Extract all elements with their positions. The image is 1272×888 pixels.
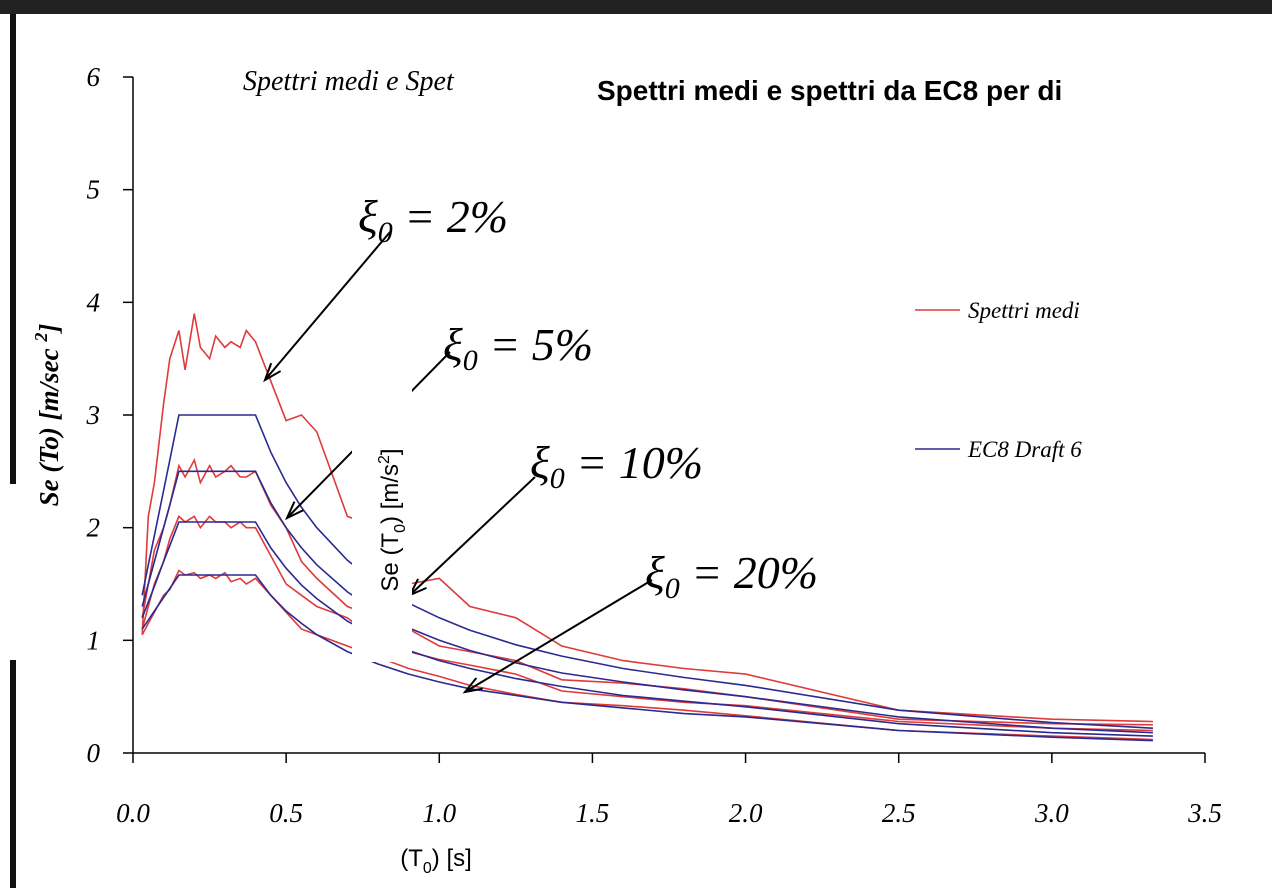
label-part: Se (T: [377, 533, 404, 592]
x-tick-label: 0.5: [269, 798, 303, 828]
legend-label: Spettri medi: [968, 298, 1080, 323]
y-tick-label: 0: [87, 738, 101, 768]
x-tick-label: 1.5: [576, 798, 610, 828]
annotation-arrow: [464, 579, 653, 693]
arrow-head: [263, 362, 282, 383]
series-line: [141, 414, 1153, 729]
annotation-symbol: ξ: [530, 437, 550, 488]
label-part: Se (To) [m/sec: [34, 342, 64, 507]
series-line: [141, 574, 1153, 742]
annotation-text: = 2%: [393, 191, 508, 242]
x-tick-label: 2.0: [729, 798, 763, 828]
label-part: ) [m/s: [377, 464, 404, 524]
y-tick-label: 6: [87, 62, 101, 92]
chart-subtitle: Spettri medi e spettri da EC8 per di: [597, 75, 1062, 106]
label-sup: 2: [31, 333, 51, 343]
y-axis-label-2: Se (T0) [m/s2]: [376, 448, 409, 591]
annotation-sub: 0: [463, 344, 478, 377]
label-part: (T: [400, 845, 423, 872]
annotation-sub: 0: [550, 462, 565, 495]
label-sup: 2: [376, 455, 393, 464]
y-tick-label: 1: [87, 625, 101, 655]
series-line: [141, 457, 1153, 726]
x-tick-label: 0.0: [116, 798, 150, 828]
x-tick-label: 2.5: [882, 798, 916, 828]
annotation-symbol: ξ: [443, 319, 463, 370]
y-tick-label: 4: [87, 287, 101, 317]
annotation: ξ0 = 10%: [530, 437, 703, 495]
left-frame: [10, 660, 16, 888]
x-tick-label: 3.0: [1034, 798, 1069, 828]
x-tick-label: 1.0: [422, 798, 456, 828]
series-line: [141, 521, 1153, 737]
label-part: ) [s]: [432, 845, 472, 872]
annotation-text: = 5%: [478, 319, 593, 370]
label-sub: 0: [423, 860, 432, 877]
y-tick-label: 2: [87, 513, 101, 543]
annotation-sub: 0: [665, 572, 680, 605]
annotation: ξ0 = 2%: [358, 191, 508, 249]
annotation: ξ0 = 5%: [443, 319, 593, 377]
annotation-symbol: ξ: [358, 191, 378, 242]
annotation-text: = 20%: [680, 547, 818, 598]
label-sub: 0: [392, 524, 409, 533]
y-axis-label: Se (To) [m/sec 2]: [31, 324, 64, 507]
annotation-arrow: [264, 231, 391, 381]
legend-label: EC8 Draft 6: [967, 437, 1082, 462]
annotation: ξ0 = 20%: [645, 547, 818, 605]
y-tick-label: 5: [87, 175, 101, 205]
x-axis-label: (T0) [s]: [400, 845, 472, 877]
annotation-arrow: [409, 476, 536, 596]
left-frame: [10, 14, 16, 484]
label-box: [352, 378, 412, 662]
top-band: [0, 0, 1272, 14]
annotation-text: = 10%: [565, 437, 703, 488]
label-part: ]: [377, 448, 404, 455]
arrow-head: [462, 677, 483, 694]
label-part: ]: [34, 324, 64, 335]
series-line: [141, 515, 1153, 732]
y-tick-label: 3: [86, 400, 101, 430]
series-line: [141, 470, 1153, 734]
chart-title: Spettri medi e Spet: [243, 66, 455, 97]
arrow-head: [284, 501, 304, 521]
annotation-symbol: ξ: [645, 547, 665, 598]
annotation-sub: 0: [378, 216, 393, 249]
series-line: [141, 313, 1153, 723]
x-tick-label: 3.5: [1187, 798, 1222, 828]
